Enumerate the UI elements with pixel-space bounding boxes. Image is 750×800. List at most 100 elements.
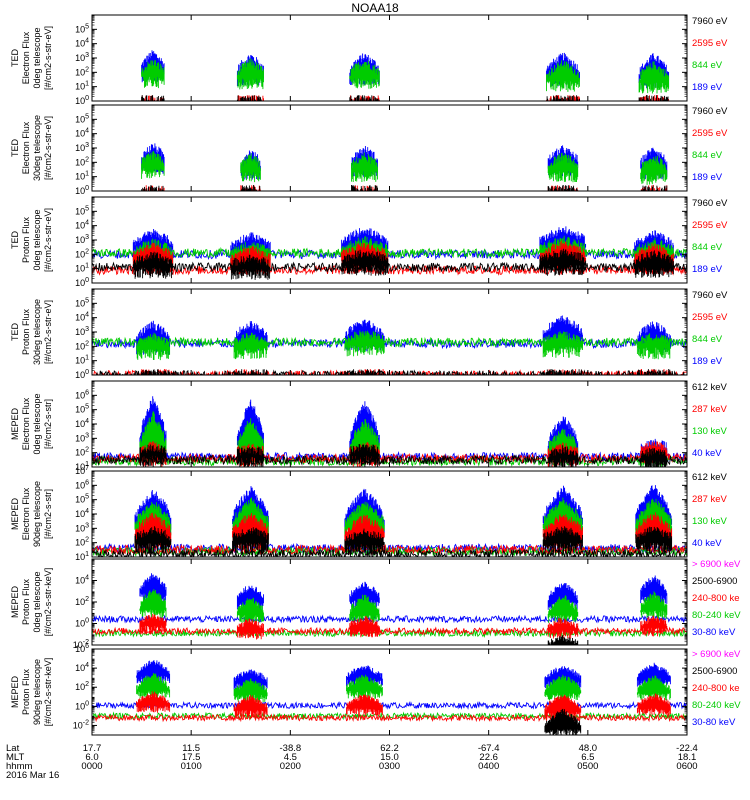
y-tick-label: 101 bbox=[75, 263, 89, 274]
y-axis-label: 0deg telescope bbox=[32, 209, 42, 270]
series-3 bbox=[92, 315, 687, 355]
legend-entry: 844 eV bbox=[692, 150, 723, 161]
panel-data bbox=[92, 396, 687, 467]
y-tick-label: 100 bbox=[75, 618, 89, 629]
y-axis-label: Proton Flux bbox=[21, 308, 31, 355]
y-tick-label: 10-2 bbox=[73, 719, 89, 730]
x-tick-mlt: 15.0 bbox=[380, 752, 399, 763]
panel-frame bbox=[91, 14, 688, 102]
y-axis-label: MEPED bbox=[10, 498, 20, 531]
x-tick-lat: -22.4 bbox=[676, 743, 698, 754]
panel-8: 10-2 100 102 104 106 MEPED Proton Flux 90deg te… bbox=[10, 643, 741, 736]
y-tick-label: 101 bbox=[75, 461, 89, 472]
y-axis-label: 0deg telescope bbox=[32, 393, 42, 454]
panel-frame bbox=[91, 104, 688, 192]
legend-entry: 40 keV bbox=[692, 538, 722, 549]
x-tick-mlt: 17.5 bbox=[182, 752, 201, 763]
x-tick-mlt: 6.5 bbox=[581, 752, 594, 763]
y-tick-label: 105 bbox=[75, 297, 89, 308]
legend-entry: 189 eV bbox=[692, 264, 723, 275]
series-4 bbox=[92, 573, 687, 624]
legend-entry: 7960 eV bbox=[692, 198, 728, 209]
legend-entry: 612 keV bbox=[692, 382, 728, 393]
panel-data bbox=[92, 660, 687, 735]
x-row-label: hhmm bbox=[6, 761, 32, 772]
series-2 bbox=[92, 691, 687, 723]
y-tick-label: 102 bbox=[75, 66, 89, 77]
y-tick-label: 103 bbox=[75, 326, 89, 337]
panel-frame bbox=[91, 288, 688, 376]
y-axis-label: Electron Flux bbox=[21, 397, 31, 450]
y-tick-label: 105 bbox=[75, 23, 89, 34]
series-3 bbox=[141, 143, 668, 180]
y-axis-label: Proton Flux bbox=[21, 216, 31, 263]
x-tick-mlt: 4.5 bbox=[284, 752, 297, 763]
y-tick-label: 106 bbox=[75, 643, 89, 654]
y-tick-label: 101 bbox=[75, 171, 89, 182]
panel-5: 101 102 103 104 105 106 MEPED Electron Flux 0deg… bbox=[10, 380, 728, 472]
legend-entry: 240-800 ke bbox=[692, 683, 740, 694]
legend-entry: 189 eV bbox=[692, 82, 723, 93]
y-tick-label: 105 bbox=[75, 404, 89, 415]
series-2 bbox=[141, 151, 668, 185]
legend-entry: 287 keV bbox=[692, 404, 728, 415]
series-3 bbox=[92, 589, 687, 639]
y-tick-label: 103 bbox=[75, 142, 89, 153]
x-tick-mlt: 22.6 bbox=[479, 752, 498, 763]
legend-entry: 612 keV bbox=[692, 472, 728, 483]
y-tick-label: 102 bbox=[75, 156, 89, 167]
y-tick-label: 101 bbox=[75, 81, 89, 92]
x-tick-mlt: 18.1 bbox=[678, 752, 697, 763]
series-0 bbox=[92, 444, 687, 467]
y-tick-label: 105 bbox=[75, 205, 89, 216]
x-tick-lat: 62.2 bbox=[380, 743, 399, 754]
panel-data bbox=[141, 50, 670, 101]
series-3 bbox=[92, 673, 687, 721]
y-axis-label: Electron Flux bbox=[21, 121, 31, 174]
x-tick-mlt: 6.0 bbox=[85, 752, 98, 763]
y-tick-label: 104 bbox=[75, 662, 89, 673]
y-tick-label: 103 bbox=[75, 432, 89, 443]
y-tick-label: 10-2 bbox=[73, 639, 89, 650]
y-axis-label: [#/cm2-s-str] bbox=[43, 399, 53, 449]
y-tick-label: 104 bbox=[75, 312, 89, 323]
y-axis-label: [#/cm2-s-str] bbox=[43, 489, 53, 539]
x-tick-hhmm: 0600 bbox=[676, 761, 697, 772]
series-3 bbox=[92, 396, 687, 464]
series-2 bbox=[92, 613, 687, 640]
series-3 bbox=[141, 50, 670, 90]
series-1 bbox=[92, 512, 687, 556]
x-tick-hhmm: 0500 bbox=[577, 761, 598, 772]
x-tick-lat: 17.7 bbox=[83, 743, 102, 754]
panel-1: 100 101 102 103 104 105 TED Electron Flux 0deg t… bbox=[10, 14, 728, 106]
y-axis-label: MEPED bbox=[10, 676, 20, 709]
y-tick-label: 104 bbox=[75, 575, 89, 586]
legend-entry: 30-80 keV bbox=[692, 627, 736, 638]
y-axis-label: 90deg telescope bbox=[32, 481, 42, 547]
panel-data bbox=[92, 485, 687, 557]
chart-title: NOAA18 bbox=[351, 1, 399, 15]
series-1 bbox=[544, 708, 582, 735]
x-row-label: 2016 Mar 16 bbox=[6, 770, 59, 781]
y-tick-label: 102 bbox=[75, 537, 89, 548]
y-axis-label: Electron Flux bbox=[21, 487, 31, 540]
legend-entry: 189 eV bbox=[692, 172, 723, 183]
x-tick-lat: 11.5 bbox=[182, 743, 200, 754]
legend-entry: 2595 eV bbox=[692, 312, 728, 323]
y-axis-label: TED bbox=[10, 230, 20, 249]
y-tick-label: 102 bbox=[75, 340, 89, 351]
y-axis-label: [#/cm2-s-str-keV] bbox=[43, 568, 53, 637]
x-tick-hhmm: 0400 bbox=[478, 761, 499, 772]
legend-entry: 189 eV bbox=[692, 356, 723, 367]
y-tick-label: 103 bbox=[75, 52, 89, 63]
x-tick-lat: -67.4 bbox=[478, 743, 500, 754]
panel-data bbox=[141, 143, 668, 191]
panel-6: 101 102 103 104 105 106 107 MEPED Electron Flux 9… bbox=[10, 465, 728, 562]
series-0 bbox=[92, 248, 687, 280]
y-tick-label: 101 bbox=[75, 551, 89, 562]
series-0 bbox=[141, 185, 668, 191]
y-axis-label: MEPED bbox=[10, 408, 20, 441]
y-axis-label: Electron Flux bbox=[21, 31, 31, 84]
